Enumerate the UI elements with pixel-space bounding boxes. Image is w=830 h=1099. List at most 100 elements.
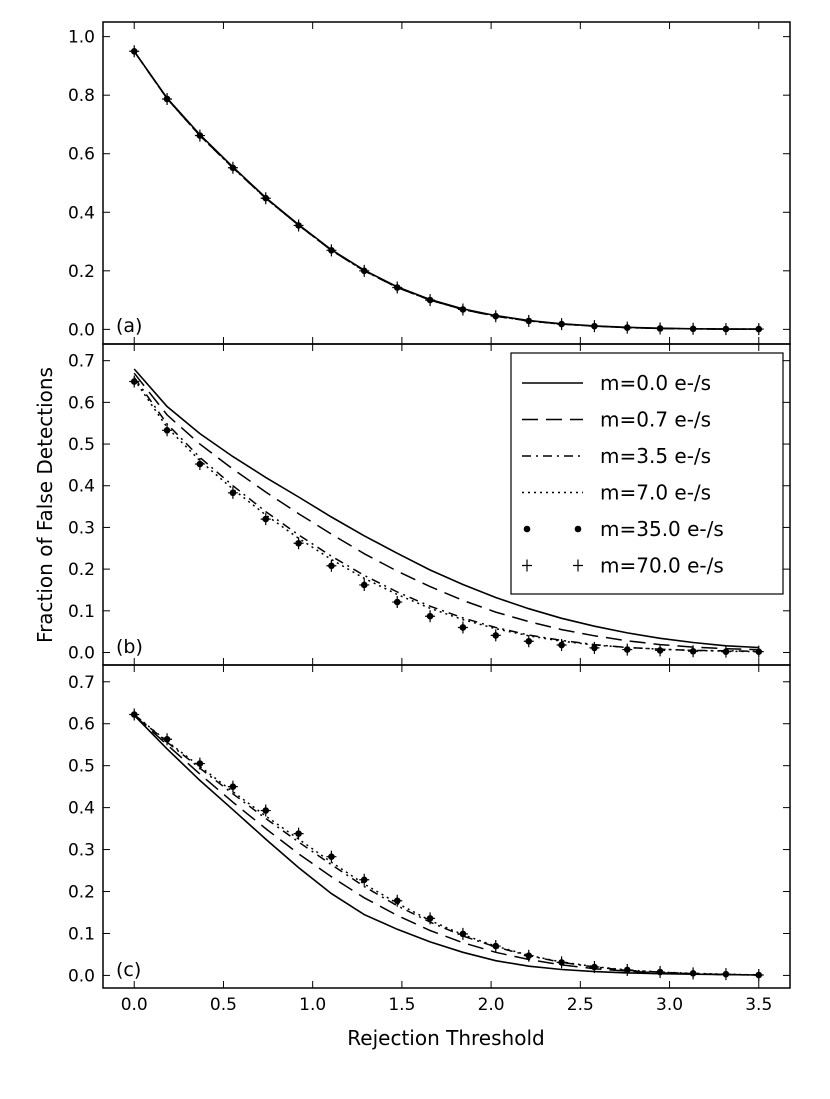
- data-point: [194, 129, 205, 142]
- data-point: [688, 967, 699, 980]
- data-point: [293, 827, 304, 840]
- data-point: [425, 610, 436, 623]
- data-point: [293, 219, 304, 232]
- data-point: [260, 192, 271, 205]
- data-point: [457, 927, 468, 940]
- data-point: [457, 303, 468, 316]
- y-tick-label: 0.2: [68, 262, 95, 282]
- y-tick-label: 0.6: [68, 393, 95, 413]
- legend-marker: [522, 559, 532, 572]
- legend-marker: [523, 525, 531, 533]
- y-tick-label: 0.1: [68, 924, 95, 944]
- data-point: [392, 596, 403, 609]
- y-axis-label: Fraction of False Detections: [33, 367, 57, 643]
- data-point: [359, 578, 370, 591]
- y-tick-label: 0.7: [68, 352, 95, 372]
- series-m-7_0-e-s: [133, 50, 759, 330]
- legend-box: [510, 352, 784, 595]
- series-line: [133, 714, 759, 976]
- x-tick-label: 0.0: [121, 995, 148, 1015]
- data-point: [359, 264, 370, 277]
- data-point: [293, 537, 304, 550]
- series-line: [133, 50, 759, 330]
- series-m-3_5-e-s: [133, 376, 759, 652]
- data-point: [556, 638, 567, 651]
- y-tick-label: 0.1: [68, 602, 95, 622]
- data-point: [260, 513, 271, 526]
- plot-frame: [102, 21, 791, 345]
- data-point: [589, 641, 600, 654]
- panel-label: (b): [116, 636, 143, 658]
- data-point: [227, 780, 238, 793]
- series-line: [133, 378, 759, 653]
- y-tick-label: 0.4: [68, 477, 95, 497]
- data-point: [392, 894, 403, 907]
- data-point: [753, 323, 764, 336]
- series-line: [133, 714, 759, 976]
- data-point: [720, 968, 731, 981]
- data-point: [326, 559, 337, 572]
- data-point: [720, 323, 731, 336]
- series-line: [133, 376, 759, 652]
- data-point: [260, 804, 271, 817]
- panel-b: 0.00.10.20.30.40.50.60.7(b)m=0.0 e-/sm=0…: [68, 343, 791, 666]
- legend-label: m=35.0 e-/s: [600, 517, 724, 541]
- data-point: [622, 321, 633, 334]
- data-point: [556, 318, 567, 331]
- x-tick-label: 1.0: [299, 995, 326, 1015]
- y-tick-label: 0.8: [68, 86, 95, 106]
- panel-label: (c): [116, 959, 141, 981]
- series-m-0_0-e-s: [133, 714, 759, 976]
- series-line: [133, 50, 759, 330]
- legend-entry: m=3.5 e-/s: [522, 444, 711, 468]
- data-point: [556, 956, 567, 969]
- data-point: [490, 629, 501, 642]
- series-m-0_7-e-s: [133, 50, 759, 330]
- legend-entry: m=0.7 e-/s: [522, 408, 711, 432]
- series-m-7_0-e-s: [133, 713, 759, 976]
- data-point: [326, 850, 337, 863]
- y-tick-label: 0.2: [68, 883, 95, 903]
- y-tick-label: 1.0: [68, 28, 95, 48]
- data-point: [162, 92, 173, 105]
- series-line: [133, 368, 759, 649]
- legend-label: m=0.7 e-/s: [600, 408, 711, 432]
- plot-frame: [102, 664, 791, 989]
- series-m-0_7-e-s: [133, 714, 759, 976]
- y-tick-label: 0.4: [68, 799, 95, 819]
- y-tick-label: 0.6: [68, 715, 95, 735]
- legend-entry: m=35.0 e-/s: [523, 517, 724, 541]
- y-tick-label: 0.5: [68, 435, 95, 455]
- x-tick-label: 3.0: [656, 995, 683, 1015]
- series-m-70_0-e-s: [129, 45, 764, 336]
- data-point: [227, 486, 238, 499]
- data-point: [359, 873, 370, 886]
- series-m-0_0-e-s: [133, 50, 759, 330]
- legend-marker: [574, 525, 582, 533]
- y-tick-label: 0.2: [68, 560, 95, 580]
- x-tick-label: 2.0: [478, 995, 505, 1015]
- data-point: [523, 314, 534, 327]
- data-point: [490, 310, 501, 323]
- series-m-0_0-e-s: [133, 368, 759, 649]
- data-point: [523, 949, 534, 962]
- series-m-3_5-e-s: [133, 713, 759, 976]
- series-line: [133, 50, 759, 330]
- x-tick-label: 0.5: [210, 995, 237, 1015]
- data-point: [194, 458, 205, 471]
- legend: m=0.0 e-/s m=0.7 e-/s m=3.5 e-/s m=7.0 e-/s…: [510, 352, 784, 595]
- legend-label: m=3.5 e-/s: [600, 444, 711, 468]
- data-point: [753, 968, 764, 981]
- series-m-0_7-e-s: [133, 372, 759, 651]
- data-point: [655, 966, 666, 979]
- data-point: [194, 757, 205, 770]
- data-point: [688, 322, 699, 335]
- data-point: [622, 963, 633, 976]
- y-tick-label: 0.0: [68, 966, 95, 986]
- panel-a: 0.0 0.2 0.4 0.6 0.8 1.0 (a): [68, 21, 791, 345]
- legend-label: m=0.0 e-/s: [600, 371, 711, 395]
- data-point: [720, 645, 731, 658]
- y-tick-label: 0.0: [68, 643, 95, 663]
- y-tick-label: 0.5: [68, 757, 95, 777]
